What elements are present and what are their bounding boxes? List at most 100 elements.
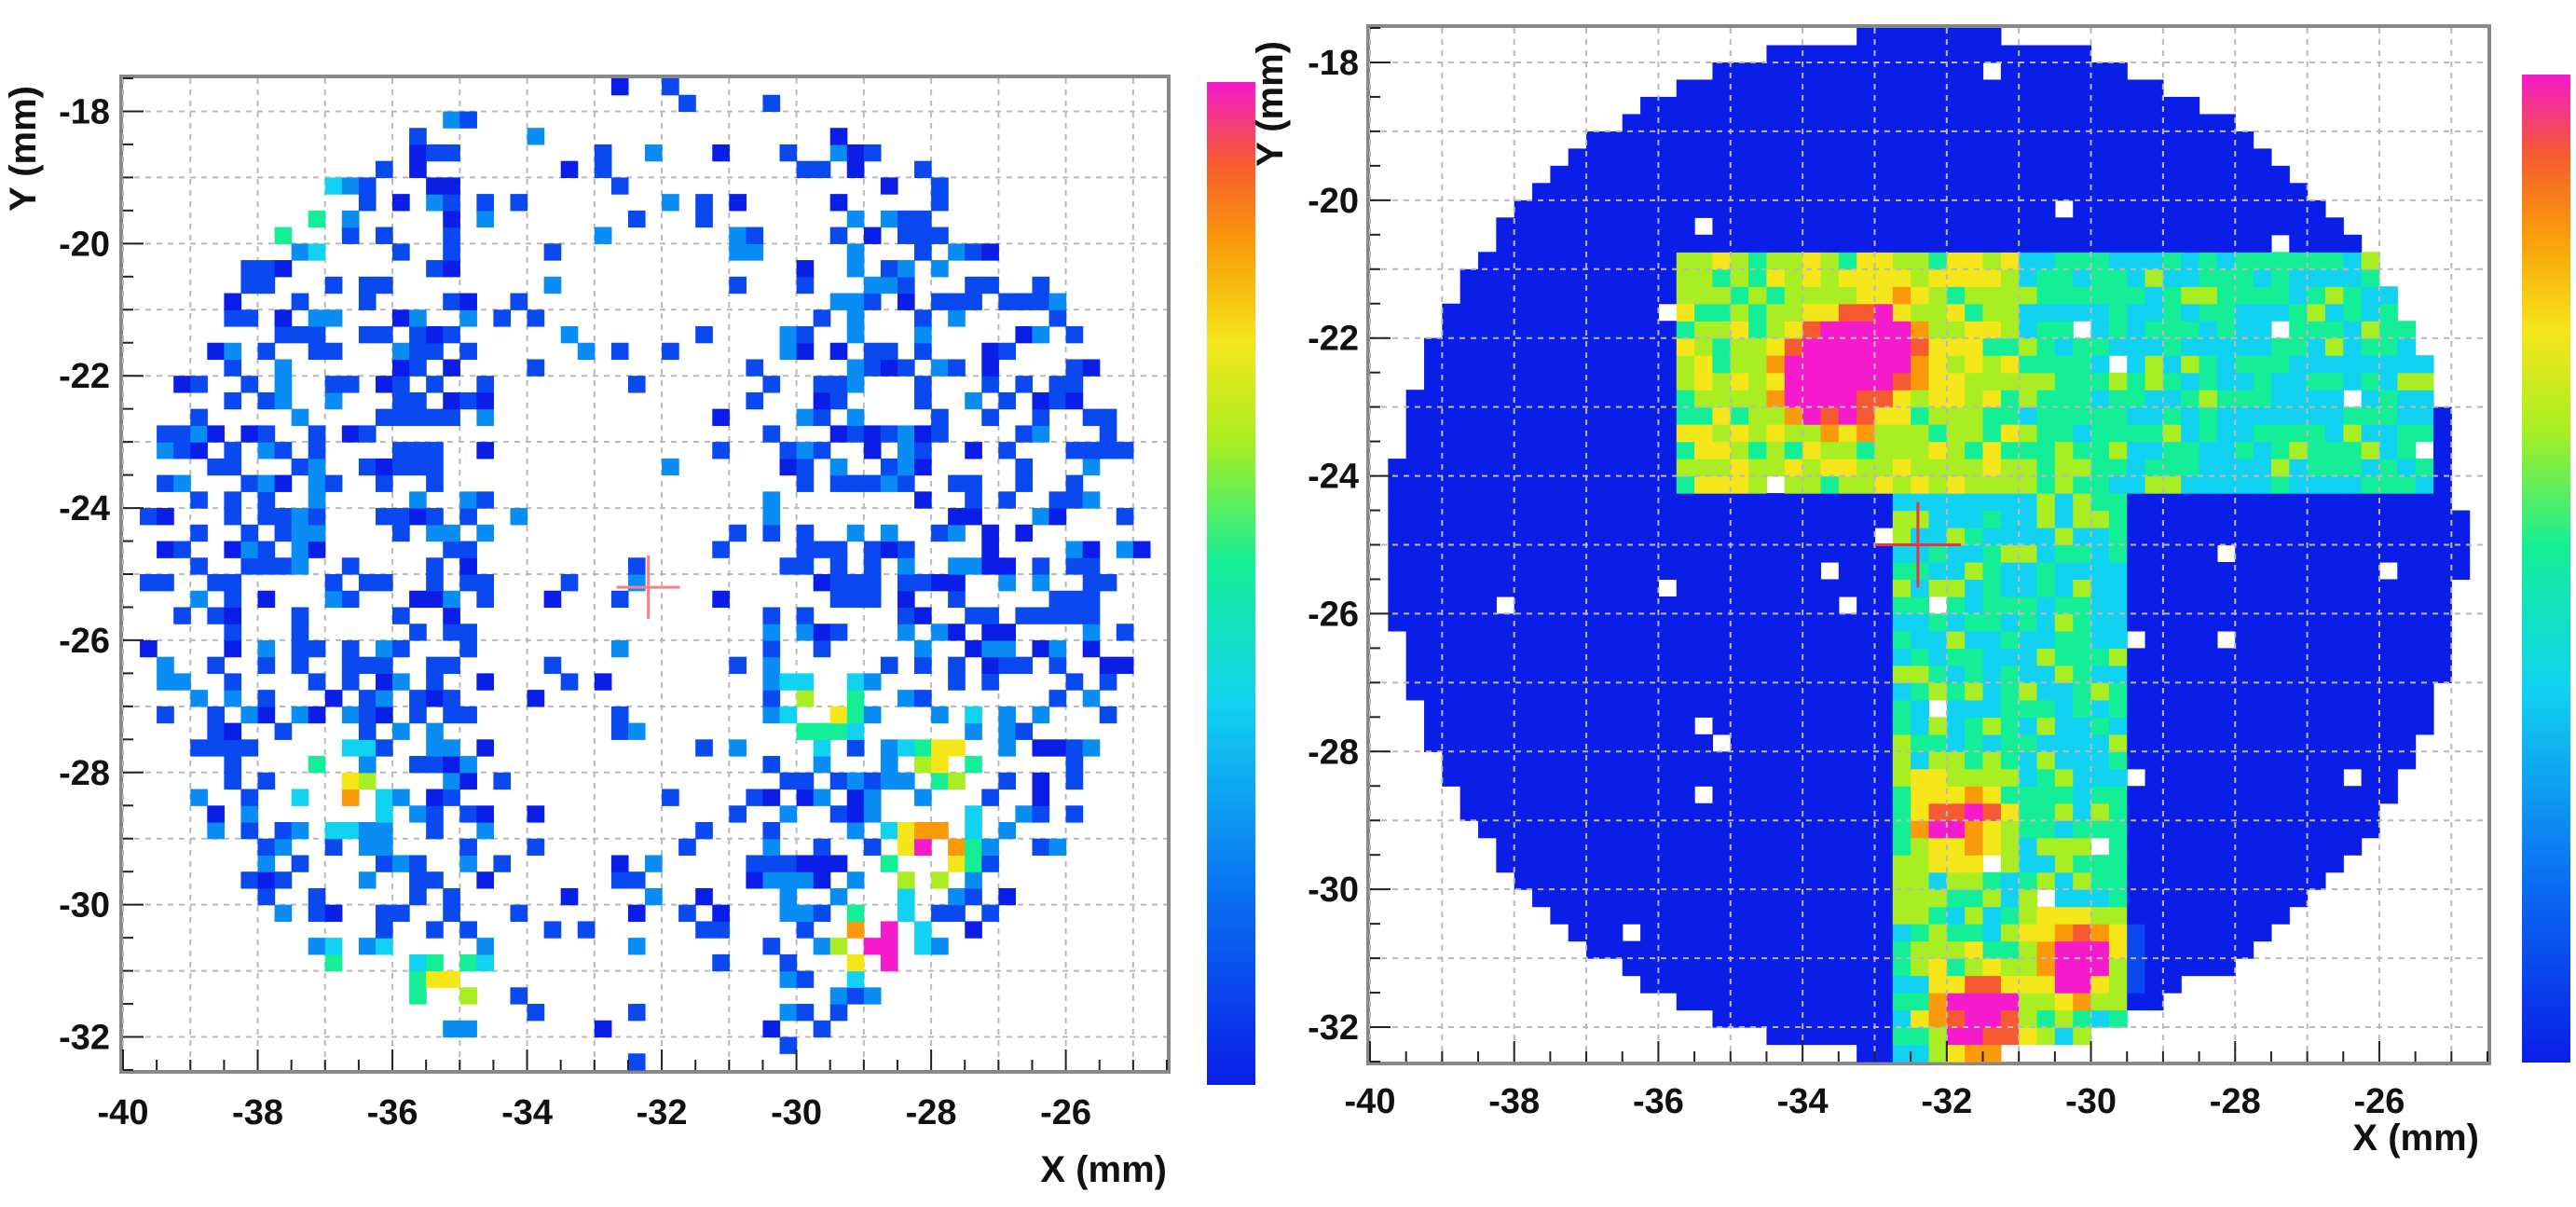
heatmap-cell	[695, 921, 713, 939]
heatmap-cell	[2199, 768, 2218, 787]
heatmap-cell	[1946, 734, 1966, 752]
heatmap-cell	[2324, 355, 2344, 374]
heatmap-cell	[2054, 820, 2074, 839]
heatmap-cell	[2127, 751, 2146, 770]
heatmap-cell	[1658, 717, 1678, 735]
heatmap-cell	[2253, 528, 2272, 546]
heatmap-cell	[1658, 493, 1678, 512]
heatmap-cell	[1946, 889, 1966, 908]
heatmap-cell	[1982, 199, 2002, 218]
heatmap-cell	[2253, 390, 2272, 408]
heatmap-cell	[2324, 441, 2344, 459]
heatmap-cell	[2127, 889, 2146, 908]
heatmap-cell	[1838, 561, 1857, 581]
heatmap-cell	[2432, 665, 2452, 683]
heatmap-cell	[207, 458, 225, 476]
heatmap-cell	[409, 805, 427, 823]
heatmap-cell	[2090, 183, 2110, 201]
heatmap-cell	[2181, 114, 2200, 132]
heatmap-cell	[1604, 510, 1624, 528]
heatmap-cell	[1532, 665, 1551, 683]
heatmap-cell	[846, 904, 865, 922]
heatmap-cell	[2073, 855, 2092, 873]
heatmap-cell	[2289, 768, 2309, 787]
heatmap-cell	[1676, 665, 1695, 683]
heatmap-cell	[1405, 510, 1425, 528]
heatmap-cell	[1874, 889, 1894, 908]
heatmap-cell	[2361, 390, 2380, 408]
heatmap-cell	[1032, 508, 1050, 526]
heatmap-cell	[1730, 165, 1749, 184]
heatmap-cell	[2073, 544, 2092, 563]
heatmap-cell	[2036, 958, 2056, 977]
heatmap-cell	[914, 789, 932, 806]
heatmap-cell	[627, 1004, 646, 1022]
heatmap-cell	[1748, 268, 1768, 287]
heatmap-cell	[2073, 630, 2092, 649]
heatmap-cell	[476, 673, 495, 691]
heatmap-cell	[2253, 579, 2272, 597]
heatmap-cell	[2090, 199, 2110, 218]
heatmap-cell	[1857, 699, 1876, 718]
heatmap-cell	[1586, 493, 1605, 512]
heatmap-cell	[409, 706, 427, 724]
heatmap-cell	[1676, 855, 1695, 873]
heatmap-cell	[1857, 958, 1876, 977]
heatmap-cell	[426, 673, 444, 691]
heatmap-cell	[2019, 321, 2038, 339]
heatmap-cell	[1946, 786, 1966, 804]
heatmap-cell	[2216, 528, 2236, 546]
heatmap-cell	[2090, 268, 2110, 287]
heatmap-cell	[1874, 234, 1894, 253]
heatmap-cell	[2199, 561, 2218, 581]
heatmap-cell	[443, 194, 460, 212]
heatmap-cell	[2090, 406, 2110, 425]
heatmap-cell	[1838, 45, 1857, 63]
heatmap-cell	[1982, 337, 2002, 356]
heatmap-cell	[1838, 372, 1857, 391]
heatmap-cell	[2162, 940, 2182, 959]
heatmap-cell	[2090, 148, 2110, 167]
heatmap-cell	[2361, 717, 2380, 735]
heatmap-cell	[2019, 544, 2038, 563]
heatmap-cell	[1496, 855, 1515, 873]
heatmap-cell	[2253, 199, 2272, 218]
heatmap-cell	[914, 309, 932, 327]
heatmap-cell	[1965, 441, 1984, 459]
heatmap-cell	[1838, 252, 1857, 270]
heatmap-cell	[2127, 96, 2146, 116]
heatmap-cell	[1748, 906, 1768, 925]
heatmap-cell	[459, 391, 477, 410]
heatmap-cell	[1496, 303, 1515, 322]
heatmap-cell	[2127, 510, 2146, 528]
heatmap-cell	[1748, 596, 1768, 615]
heatmap-cell	[426, 326, 444, 344]
heatmap-cell	[2054, 768, 2074, 787]
heatmap-cell	[1048, 590, 1067, 609]
heatmap-cell	[2307, 372, 2326, 391]
heatmap-cell	[1911, 734, 1930, 752]
right-x-tick-labels: -40 -38 -36 -34 -32 -30 -28 -26	[1345, 1082, 2405, 1121]
heatmap-cell	[2415, 493, 2434, 512]
heatmap-cell	[1676, 699, 1695, 718]
heatmap-cell	[1965, 217, 1984, 236]
heatmap-cell	[1514, 699, 1533, 718]
heatmap-cell	[1748, 820, 1768, 839]
heatmap-cell	[2199, 441, 2218, 459]
heatmap-cell	[2307, 630, 2326, 649]
heatmap-cell	[1622, 544, 1641, 563]
heatmap-cell	[2144, 130, 2164, 149]
y-tick-label: -26	[59, 622, 110, 661]
heatmap-cell	[1892, 28, 1911, 47]
heatmap-cell	[274, 524, 293, 542]
heatmap-cell	[2235, 717, 2254, 735]
heatmap-cell	[459, 342, 477, 361]
heatmap-cell	[2054, 165, 2074, 184]
heatmap-cell	[2127, 183, 2146, 201]
heatmap-cell	[1911, 510, 1930, 528]
heatmap-cell	[998, 887, 1017, 906]
heatmap-cell	[2199, 321, 2218, 339]
heatmap-cell	[1622, 855, 1641, 873]
heatmap-cell	[1784, 372, 1803, 391]
heatmap-cell	[2378, 372, 2398, 391]
